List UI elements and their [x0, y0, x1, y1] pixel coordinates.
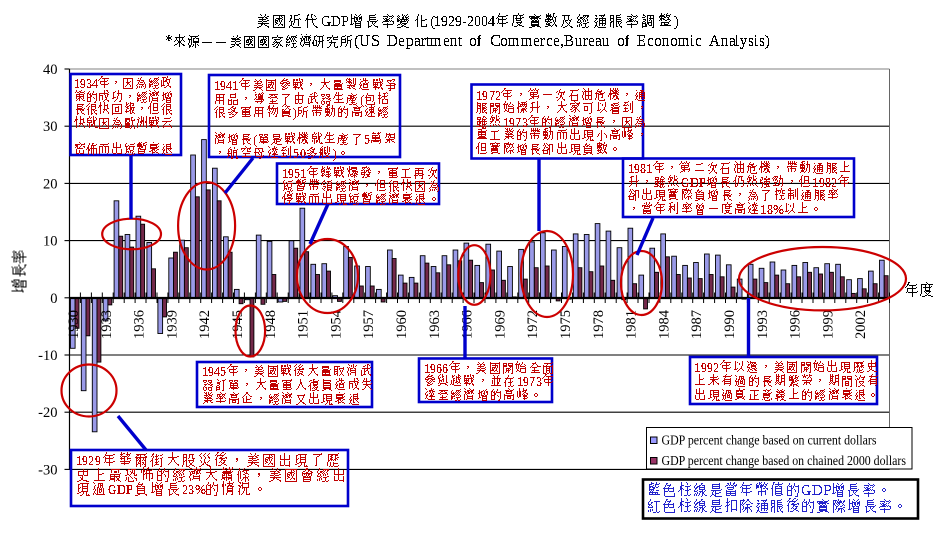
- svg-text:1933: 1933: [99, 310, 115, 339]
- svg-text:1978: 1978: [591, 310, 607, 339]
- svg-text:1948: 1948: [263, 310, 279, 339]
- svg-text:1996: 1996: [788, 310, 804, 339]
- svg-text:GDP percent change based on ch: GDP percent change based on chained 2000…: [662, 453, 907, 468]
- svg-text:1981: 1981: [624, 310, 640, 339]
- svg-text:1939: 1939: [164, 310, 180, 339]
- svg-text:1990: 1990: [722, 310, 738, 339]
- svg-text:1954: 1954: [328, 309, 344, 339]
- svg-text:1957: 1957: [361, 310, 377, 339]
- svg-text:-20: -20: [38, 405, 57, 421]
- svg-text:1951: 1951: [296, 310, 312, 339]
- svg-text:1987: 1987: [689, 310, 705, 339]
- svg-text:1975: 1975: [558, 310, 574, 339]
- svg-text:1999: 1999: [820, 310, 836, 339]
- svg-text:10: 10: [43, 234, 58, 250]
- svg-text:1969: 1969: [492, 310, 508, 339]
- svg-text:1966: 1966: [460, 310, 476, 339]
- svg-text:-30: -30: [38, 462, 57, 478]
- svg-text:1936: 1936: [132, 310, 148, 339]
- svg-text:30: 30: [43, 119, 58, 135]
- svg-text:40: 40: [43, 62, 58, 78]
- svg-text:0: 0: [50, 291, 57, 307]
- svg-text:2002: 2002: [853, 310, 869, 339]
- svg-text:1984: 1984: [656, 309, 672, 339]
- svg-text:1942: 1942: [197, 310, 213, 339]
- svg-text:1930: 1930: [66, 310, 82, 339]
- svg-text:1960: 1960: [394, 310, 410, 339]
- svg-text:GDP percent change based on cu: GDP percent change based on current doll…: [662, 433, 877, 448]
- svg-text:1963: 1963: [427, 310, 443, 339]
- svg-text:20: 20: [43, 176, 58, 192]
- svg-text:1993: 1993: [755, 310, 771, 339]
- svg-text:-10: -10: [38, 348, 57, 364]
- svg-text:1945: 1945: [230, 310, 246, 339]
- svg-text:1972: 1972: [525, 310, 541, 339]
